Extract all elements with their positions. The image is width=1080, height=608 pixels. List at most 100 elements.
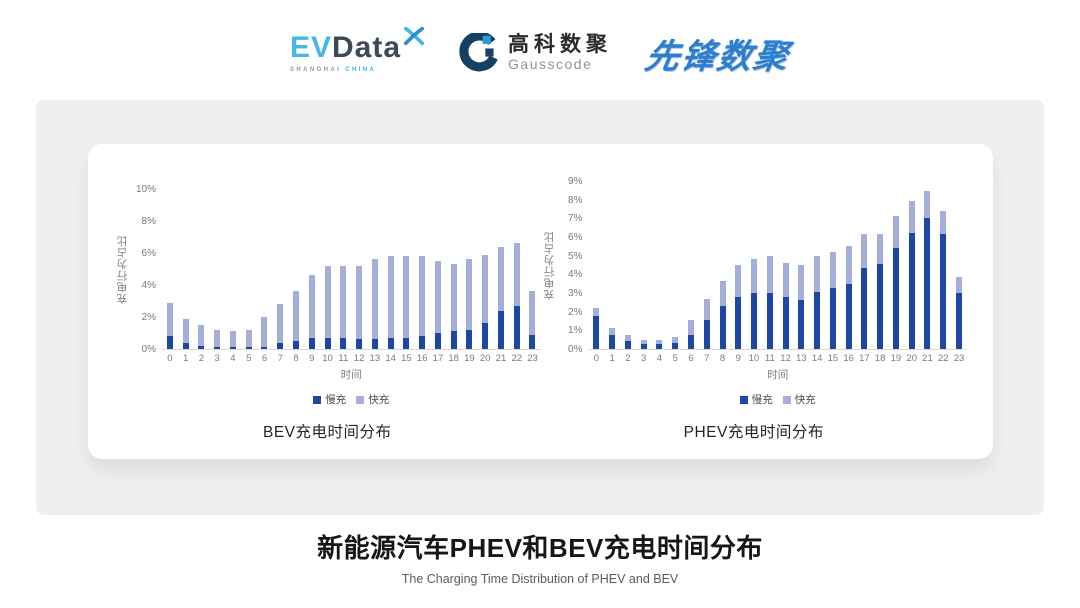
x-tick-label: 8: [719, 353, 726, 364]
gausscode-name-cn: 高科数聚: [508, 33, 613, 57]
y-tick-label: 8%: [568, 194, 583, 206]
legend-swatch-icon: [313, 395, 322, 404]
bar-segment-fast: [609, 327, 616, 335]
gausscode-logo-text: 高科数聚 Gausscode: [508, 33, 612, 72]
stacked-bar: [955, 277, 962, 349]
evdata-logo-text: EV Data: [290, 26, 425, 63]
plot-area: [588, 182, 967, 350]
bar-segment-fast: [387, 256, 394, 338]
bar-segment-slow: [277, 342, 284, 349]
bar-segment-slow: [656, 344, 663, 349]
x-tick-label: 19: [890, 353, 902, 364]
bar-segment-fast: [672, 336, 679, 344]
stacked-bar: [766, 255, 773, 349]
stacked-bar: [609, 327, 616, 349]
bar-segment-fast: [308, 275, 315, 338]
logo-bar: EV Data SHANGHAI CHINA 高科数聚 Gausscode: [0, 0, 1080, 100]
y-tick-label: 3%: [568, 288, 583, 299]
bar-column: [730, 265, 746, 349]
bar-segment-slow: [229, 347, 236, 349]
bar-segment-slow: [640, 344, 647, 349]
x-tick-label: 21: [922, 353, 933, 364]
legend-label: 慢充: [325, 394, 347, 406]
bar-segment-fast: [751, 259, 758, 293]
bar-segment-slow: [419, 336, 426, 349]
x-tick-label: 0: [167, 353, 173, 364]
bar-segment-fast: [624, 335, 631, 341]
phev-chart-xaxis: 0 1 2 3 4 5 6 7 8 9 10 11 12 13 14 15 16 17 18 19 20 21 22 23 时…: [541, 350, 968, 407]
bar-column: [762, 255, 778, 349]
bar-segment-slow: [735, 296, 742, 349]
bar-segment-fast: [782, 263, 789, 297]
bar-segment-slow: [687, 335, 694, 349]
bar-segment-slow: [845, 283, 852, 349]
x-tick-label: 9: [735, 353, 741, 364]
bar-column: [320, 265, 336, 349]
bar-segment-fast: [497, 246, 504, 312]
bar-segment-slow: [214, 346, 221, 349]
x-tick-label: 4: [656, 353, 663, 364]
bar-segment-slow: [371, 338, 378, 349]
bar-segment-fast: [593, 307, 600, 317]
stacked-bar: [293, 291, 299, 349]
bar-segment-slow: [403, 337, 410, 349]
x-tick-label: 5: [672, 353, 678, 364]
bar-segment-fast: [214, 329, 221, 347]
stacked-bar: [356, 265, 363, 349]
evdata-sub-shanghai: SHANGHAI: [289, 67, 342, 73]
x-tick-label: 18: [448, 353, 459, 364]
legend-swatch-icon: [782, 395, 791, 404]
evdata-sub-china: CHINA: [345, 67, 377, 73]
y-tick-label: 8%: [141, 216, 156, 227]
bar-segment-slow: [703, 320, 710, 349]
bar-column: [636, 339, 652, 349]
bar-segment-slow: [940, 234, 947, 349]
x-tick-label: 14: [385, 353, 396, 364]
x-tick-label: 13: [796, 353, 807, 364]
bar-segment-slow: [466, 329, 473, 349]
x-tick-label: 21: [495, 353, 507, 364]
bev-chart-xaxis: 0 1 2 3 4 5 6 7 8 9 10 11 12 13 14 15 16 17 18 19 20 21 22 23 时…: [114, 350, 541, 407]
stacked-bar: [340, 265, 347, 349]
bar-segment-fast: [419, 256, 426, 337]
stacked-bar: [513, 243, 520, 349]
gausscode-name-en: Gausscode: [508, 56, 593, 73]
bar-column: [304, 275, 320, 349]
stacked-bar: [450, 264, 457, 349]
bar-column: [367, 259, 383, 349]
bar-column: [667, 336, 683, 349]
x-tick-label: 10: [322, 353, 333, 364]
stacked-bar: [640, 339, 647, 349]
bar-column: [604, 327, 620, 349]
stacked-bar: [892, 216, 899, 349]
bar-column: [446, 264, 462, 349]
xianfeng-logo: 先锋数聚: [642, 37, 793, 76]
bar-segment-fast: [735, 265, 742, 297]
bar-column: [652, 339, 668, 349]
bar-column: [288, 291, 304, 349]
stacked-bar: [324, 265, 331, 349]
bar-segment-slow: [877, 264, 884, 349]
bar-segment-fast: [814, 255, 821, 293]
x-tick-label: 16: [416, 353, 428, 364]
x-tick-label: 5: [246, 353, 252, 364]
legend-swatch-icon: [739, 395, 748, 404]
x-tick-label: 20: [479, 353, 491, 364]
legend-label: 快充: [368, 394, 390, 406]
y-tick-label: 10%: [135, 184, 156, 195]
gausscode-logo: 高科数聚 Gausscode: [459, 33, 612, 73]
legend-label: 慢充: [751, 394, 773, 406]
stacked-bar: [845, 246, 852, 349]
stacked-bar: [829, 251, 836, 349]
x-tick-label: 20: [906, 353, 917, 364]
x-tick-label: 23: [527, 353, 538, 364]
y-tick-label: 6%: [568, 232, 583, 243]
x-tick-label: 11: [764, 353, 775, 364]
bar-column: [793, 265, 809, 349]
bar-segment-slow: [308, 337, 315, 349]
x-tick-label: 9: [309, 353, 315, 364]
stacked-bar: [924, 191, 931, 349]
bar-column: [414, 256, 430, 349]
bar-segment-slow: [529, 334, 536, 349]
